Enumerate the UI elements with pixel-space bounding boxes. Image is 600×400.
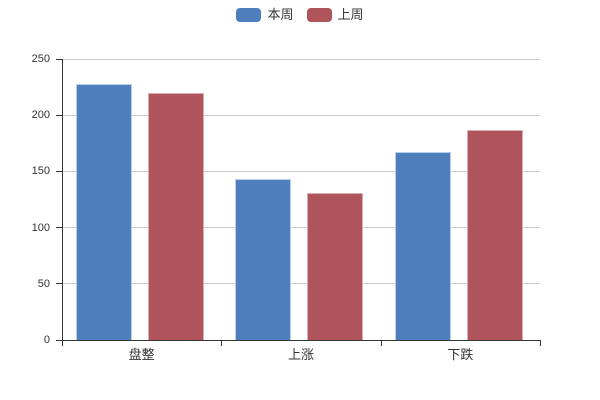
- x-axis-label: 上涨: [287, 347, 314, 362]
- gridline: [62, 227, 540, 229]
- y-axis-label: 250: [31, 53, 50, 65]
- gridline: [62, 114, 540, 116]
- y-axis-tick: [56, 170, 62, 172]
- y-axis-label: 50: [37, 277, 50, 290]
- x-axis-tick: [540, 340, 541, 346]
- bar-本周-下跌: [394, 152, 451, 340]
- x-axis-tick: [221, 340, 223, 346]
- gridline: [62, 58, 540, 60]
- legend-item-1[interactable]: 本周: [236, 7, 294, 22]
- x-axis-line: [62, 340, 541, 341]
- legend-item-2[interactable]: 上周: [306, 7, 364, 22]
- y-axis-label: 150: [31, 165, 50, 178]
- y-axis-tick: [56, 114, 62, 116]
- y-axis-label: 100: [31, 221, 50, 234]
- legend-item-label: 本周: [267, 7, 294, 22]
- gridline: [62, 283, 540, 285]
- bar-本周-盘整: [76, 83, 132, 340]
- x-axis-tick: [62, 340, 63, 346]
- bar-本周-上涨: [235, 179, 292, 340]
- y-axis-tick: [56, 339, 62, 341]
- legend-swatch-icon: [306, 8, 332, 22]
- y-axis-label: 200: [31, 109, 50, 122]
- x-axis-label: 盘整: [128, 347, 155, 362]
- legend: 本周 上周: [0, 8, 600, 22]
- y-axis-line: [62, 59, 63, 340]
- gridline: [62, 170, 540, 172]
- y-axis-tick: [56, 58, 62, 60]
- x-axis-label: 下跌: [447, 347, 474, 362]
- y-axis-tick: [56, 283, 62, 285]
- legend-swatch-icon: [236, 8, 262, 22]
- bar-上周-盘整: [148, 92, 204, 340]
- y-axis-tick: [56, 227, 62, 229]
- bar-上周-上涨: [307, 192, 364, 340]
- bar-上周-下跌: [466, 129, 523, 340]
- legend-item-label: 上周: [337, 7, 364, 22]
- y-axis-label: 0: [43, 334, 50, 346]
- x-axis-tick: [380, 340, 382, 346]
